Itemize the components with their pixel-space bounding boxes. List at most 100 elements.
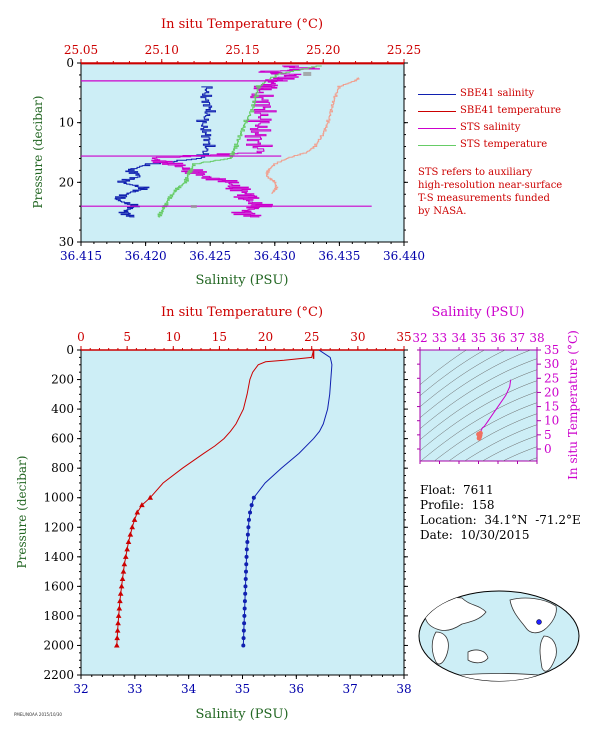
main-panel-background (80, 349, 405, 676)
main-left-tick-label: 1400 (43, 550, 74, 564)
main-temperature-marker (139, 502, 145, 508)
ts-inset-right-tick-label: 35 (544, 343, 559, 357)
main-panel-ticks: 32 33 34 35 36 37 38 0 5 10 15 20 25 30 35 0 200 400 600 80… (43, 330, 411, 696)
top-top-tick-label: 25.25 (387, 43, 421, 57)
main-salinity-marker (243, 569, 248, 574)
top-series-line-sbe41-temperature (265, 77, 360, 194)
main-salinity-marker (251, 495, 256, 500)
ts-inset-density-contour (420, 369, 537, 441)
main-salinity-marker (243, 584, 248, 589)
ts-inset-right-tick-label: 20 (544, 385, 559, 399)
main-bottom-tick-label: 35 (235, 682, 250, 696)
ts-inset-salinity-title: Salinity (PSU) (432, 305, 525, 320)
main-temperature-marker (121, 561, 128, 567)
main-temperature-marker (118, 583, 125, 589)
ts-inset-top-tick-label: 38 (529, 331, 544, 345)
top-temp-axis-title: In situ Temperature (°C) (161, 17, 323, 32)
main-bottom-tick-label: 38 (396, 682, 411, 696)
ts-inset-top-tick-label: 36 (490, 331, 505, 345)
main-left-tick-label: 200 (51, 373, 74, 387)
map-land-antarctica (439, 673, 561, 681)
main-salinity-marker (244, 547, 249, 552)
main-salinity-marker (246, 517, 251, 522)
main-salinity-marker (243, 576, 248, 581)
top-panel-series (81, 63, 404, 218)
top-panel-ticks: 36.415 36.420 36.425 36.430 36.435 36.440 25.0… (59, 43, 425, 263)
ts-inset-top-tick-label: 32 (412, 331, 427, 345)
top-bottom-tick-label: 36.415 (60, 249, 102, 263)
main-salinity-marker (249, 503, 254, 508)
main-temperature-marker (115, 612, 122, 618)
main-bottom-tick-label: 34 (181, 682, 197, 696)
main-temperature-marker (115, 620, 121, 626)
map-land-africa (431, 631, 449, 665)
ts-inset-series (476, 379, 512, 441)
map-land-australia (467, 649, 489, 664)
profile-date: Date: 10/30/2015 (420, 528, 530, 542)
top-series-line-sts-temperature (157, 65, 322, 218)
map-land-south-america (539, 635, 557, 672)
ts-inset-density-contour (464, 424, 537, 461)
ts-inset-density-contour (420, 350, 467, 386)
ts-inset-density-contour (420, 350, 485, 397)
main-bottom-tick-label: 32 (73, 682, 88, 696)
main-left-tick-label: 2000 (43, 638, 74, 652)
top-top-tick-label: 25.20 (306, 43, 340, 57)
main-temperature-marker (122, 553, 129, 559)
main-salinity-marker (243, 591, 248, 596)
main-temperature-marker (129, 524, 136, 530)
top-top-tick-label: 25.15 (225, 43, 259, 57)
ts-inset-temperature-title: In situ Temperature (°C) (566, 330, 580, 480)
main-salinity-marker (248, 510, 253, 515)
main-top-tick-label: 25 (304, 330, 319, 344)
main-salinity-marker (244, 554, 249, 559)
top-grey-marker (190, 205, 197, 209)
main-temperature-marker (114, 635, 120, 641)
main-salinity-marker (242, 621, 247, 626)
main-temperature-marker (147, 494, 154, 500)
main-salinity-line (242, 350, 333, 646)
main-top-tick-label: 30 (350, 330, 365, 344)
main-left-tick-label: 1200 (43, 520, 74, 534)
main-left-tick-label: 400 (51, 402, 74, 416)
main-left-tick-label: 1000 (43, 491, 74, 505)
ts-inset-density-contour (502, 446, 537, 461)
ts-inset-density-contours (420, 350, 537, 461)
main-temperature-marker (127, 531, 134, 537)
main-salinity-axis-title: Salinity (PSU) (196, 707, 289, 722)
main-salinity-marker (242, 606, 247, 611)
main-temperature-marker (114, 642, 120, 648)
top-left-tick-label: 20 (59, 175, 74, 189)
main-left-tick-label: 1800 (43, 609, 74, 623)
world-map (418, 590, 580, 682)
main-temperature-marker (117, 598, 123, 604)
main-pressure-axis-title: Pressure (decibar) (15, 456, 29, 569)
main-salinity-marker (244, 562, 249, 567)
ts-inset-density-contour (420, 358, 537, 430)
top-left-tick-label: 30 (59, 235, 74, 249)
main-top-tick-label: 20 (258, 330, 273, 344)
top-salinity-axis-title: Salinity (PSU) (196, 273, 289, 288)
ts-inset-right-tick-label: 0 (544, 442, 552, 456)
main-temperature-marker (131, 516, 138, 522)
credit-line: PMEL/NOAA 2015/10/30 (14, 712, 62, 717)
main-top-tick-label: 15 (212, 330, 227, 344)
main-salinity-marker (245, 532, 250, 537)
main-left-tick-label: 0 (66, 343, 74, 357)
main-top-tick-label: 5 (123, 330, 131, 344)
ts-inset-right-tick-label: 15 (544, 400, 559, 414)
main-temperature-marker (125, 539, 132, 545)
main-bottom-tick-label: 36 (289, 682, 304, 696)
top-series-line-sbe41-salinity (114, 86, 216, 218)
main-temperature-marker (124, 546, 130, 552)
sts-note: STS refers to auxiliary high-resolution … (418, 167, 563, 217)
main-temperature-marker (116, 605, 123, 611)
top-bottom-tick-label: 36.435 (318, 249, 360, 263)
main-salinity-marker (245, 540, 250, 545)
top-left-tick-label: 0 (66, 56, 74, 70)
top-series-line-sts-salinity (151, 65, 320, 218)
ts-inset-top-tick-label: 34 (451, 331, 467, 345)
ts-inset-right-tick-label: 5 (544, 428, 552, 442)
main-temperature-marker (114, 627, 121, 633)
